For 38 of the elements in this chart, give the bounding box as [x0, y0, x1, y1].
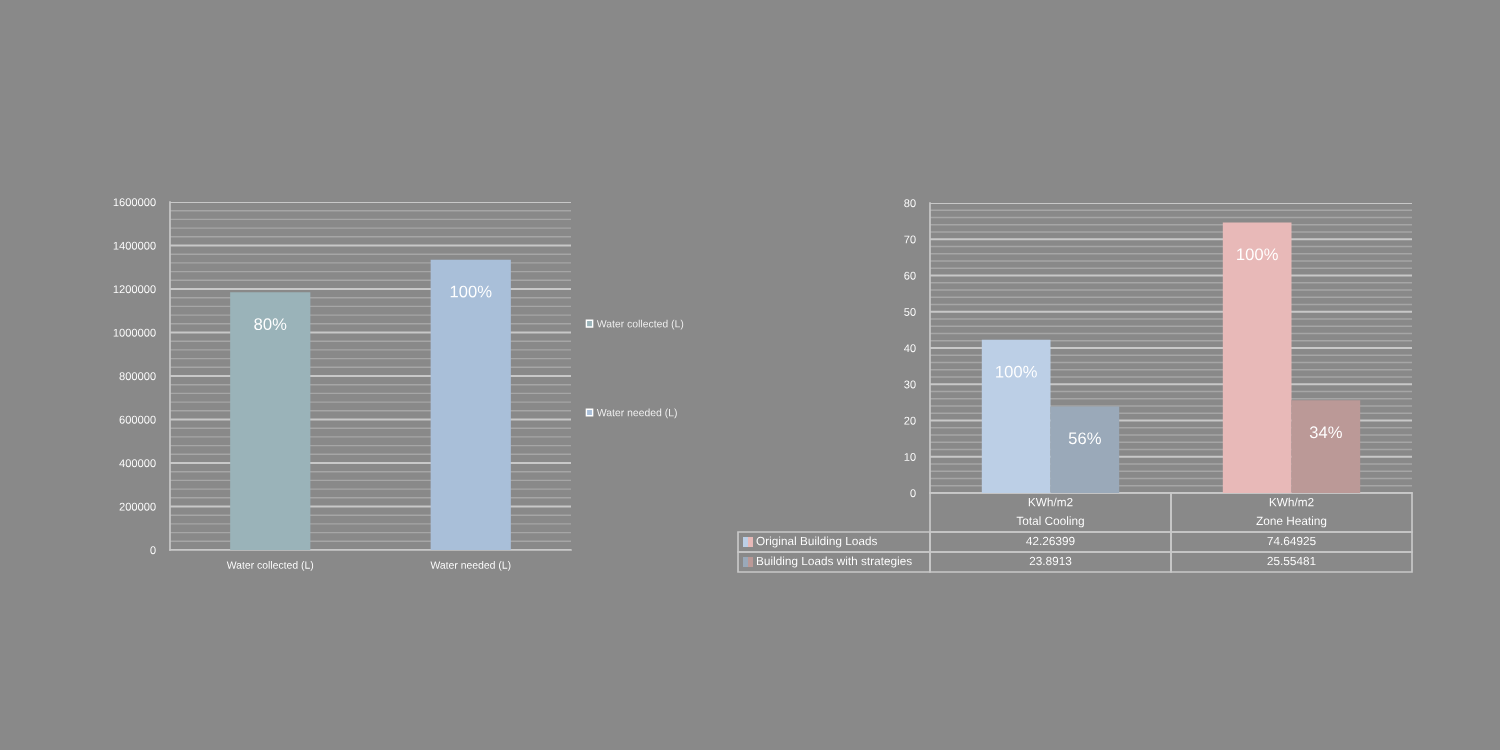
bar — [1291, 400, 1361, 493]
annotation: 100% — [450, 285, 492, 298]
annotation: 80% — [254, 318, 287, 331]
x-tick-label: KWh/m2 Zone Heating — [1256, 497, 1327, 528]
annotation: 34% — [1309, 426, 1342, 439]
y-tick-label: 10 — [904, 453, 916, 461]
y-tick-label: 30 — [904, 380, 916, 389]
y-tick-label: 0 — [150, 546, 156, 555]
data-label: 23.8913 — [1029, 556, 1072, 566]
y-tick-label: 40 — [904, 344, 916, 353]
annotation: 100% — [1237, 248, 1278, 261]
y-tick-label: 1000000 — [113, 328, 156, 337]
y-tick-label: 1400000 — [113, 241, 156, 250]
bar — [981, 339, 1051, 493]
y-tick-label: 1600000 — [113, 198, 156, 207]
x-tick-label: KWh/m2 Total Cooling — [1016, 497, 1084, 528]
annotation: 56% — [1068, 432, 1101, 445]
legend-label: Building Loads with strategies — [756, 556, 912, 568]
data-label: 42.26399 — [1026, 536, 1075, 546]
y-tick-label: 200000 — [119, 502, 156, 511]
bar — [1050, 406, 1120, 493]
legend-label: Water collected (L) — [596, 319, 684, 330]
y-tick-label: 60 — [904, 271, 916, 280]
data-label: 74.64925 — [1267, 536, 1316, 546]
y-tick-label: 50 — [904, 308, 916, 316]
data-label: 25.55481 — [1267, 556, 1316, 566]
y-tick-label: 70 — [904, 235, 916, 244]
y-tick-label: 800000 — [119, 372, 156, 381]
annotation: 100% — [996, 365, 1037, 378]
y-tick-label: 20 — [904, 416, 916, 425]
y-tick-label: 400000 — [119, 459, 156, 468]
y-tick-label: 0 — [910, 489, 916, 498]
y-tick-label: 1200000 — [113, 285, 156, 294]
y-tick-label: 80 — [904, 199, 916, 208]
y-tick-label: 600000 — [119, 415, 156, 424]
bar — [1222, 222, 1292, 493]
legend-label: Water needed (L) — [596, 408, 677, 419]
legend-label: Original Building Loads — [756, 536, 877, 548]
